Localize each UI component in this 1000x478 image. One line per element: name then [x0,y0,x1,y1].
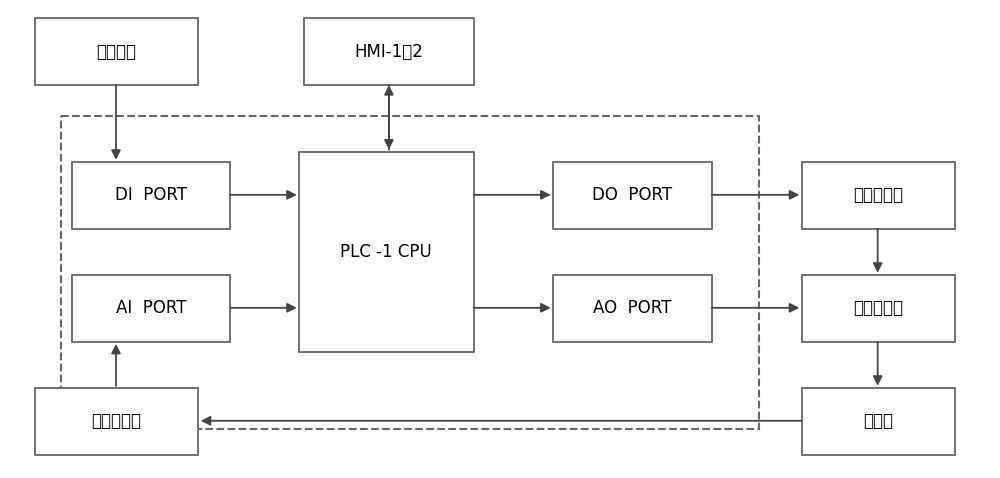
Text: 信号转换器: 信号转换器 [92,413,142,430]
Bar [802,275,955,342]
Text: AI  PORT: AI PORT [116,299,186,317]
Bar [802,388,955,455]
Text: 信号隔离器: 信号隔离器 [853,299,903,317]
Text: AO  PORT: AO PORT [593,299,671,317]
Text: HMI-1、2: HMI-1、2 [354,43,423,61]
Bar [35,388,198,455]
Bar [61,116,759,429]
Bar [304,18,474,85]
Bar [35,18,198,85]
Text: 控制按钮: 控制按钮 [97,43,137,61]
Bar [553,275,712,342]
Bar [299,152,474,352]
Bar [802,162,955,229]
Bar [72,162,230,229]
Bar [72,275,230,342]
Bar [553,162,712,229]
Text: PLC -1 CPU: PLC -1 CPU [340,243,432,261]
Text: 变频器: 变频器 [863,413,893,430]
Text: 中间继电器: 中间继电器 [853,186,903,205]
Text: DI  PORT: DI PORT [115,186,187,205]
Text: DO  PORT: DO PORT [592,186,672,205]
